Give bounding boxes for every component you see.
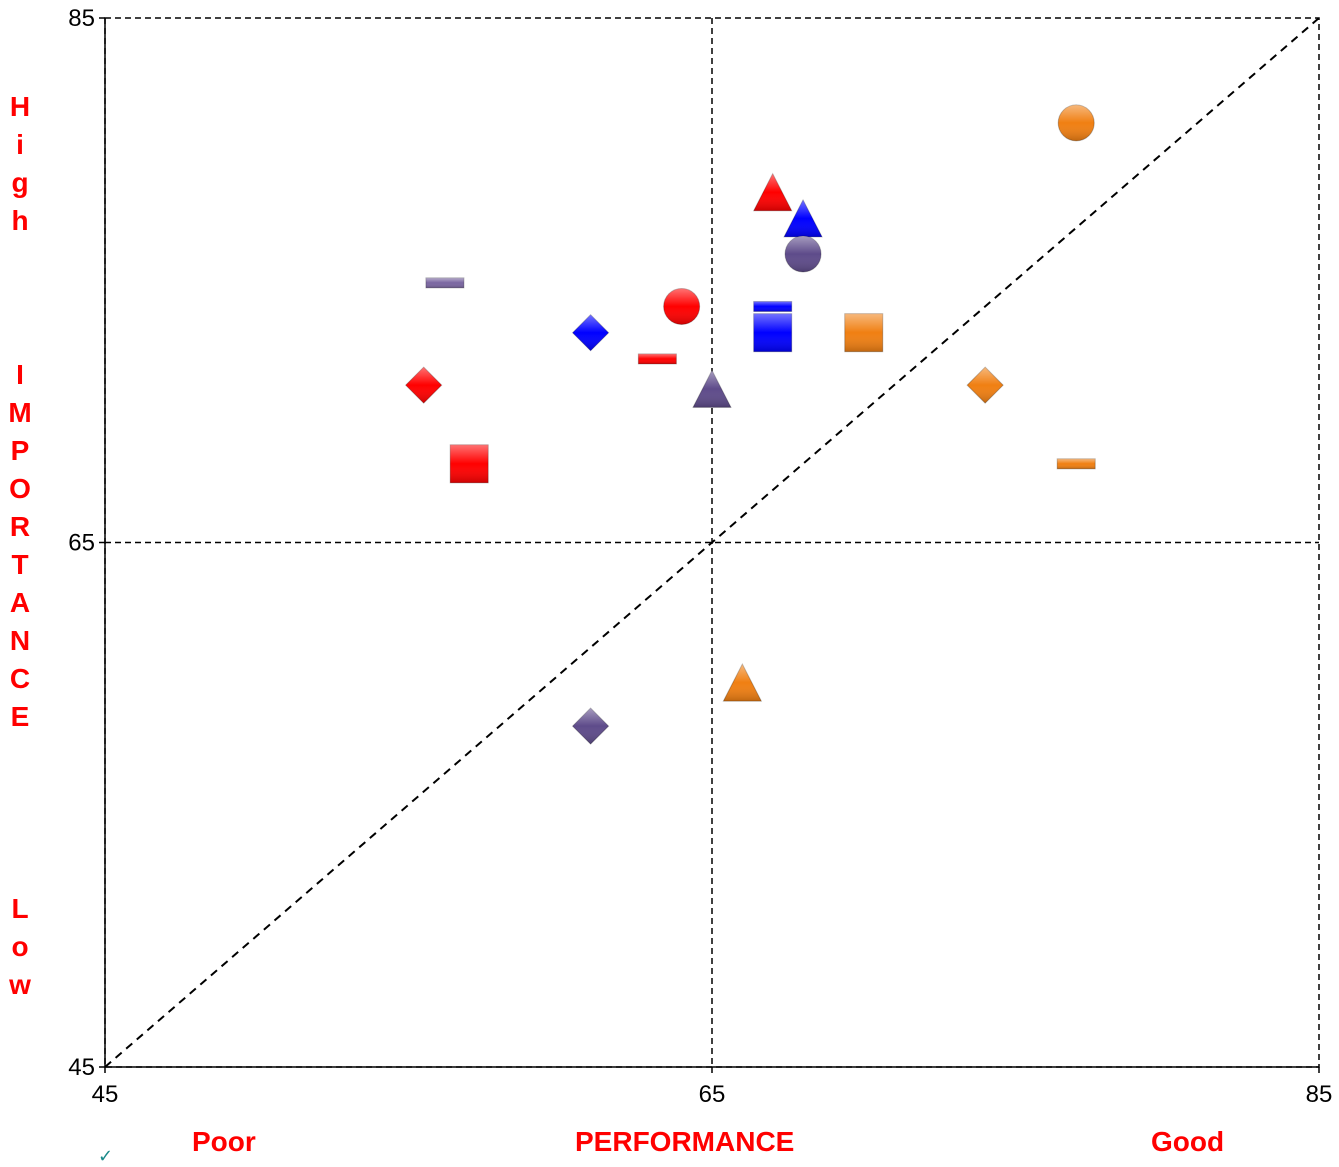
- x-tick-label: 65: [699, 1081, 726, 1108]
- axis-letter: o: [11, 931, 29, 962]
- axis-letter: h: [11, 205, 29, 236]
- axis-letter: C: [9, 663, 31, 694]
- axis-letter: E: [10, 701, 30, 732]
- axis-letter: g: [11, 167, 29, 198]
- data-point-triangle: [783, 198, 823, 238]
- x-tick-label: 45: [92, 1081, 119, 1108]
- data-point-circle: [1057, 104, 1095, 142]
- y-tick-label: 85: [68, 5, 95, 32]
- axis-letter: T: [11, 549, 29, 580]
- axis-letter: i: [16, 129, 24, 160]
- y-tick-label: 65: [68, 530, 95, 557]
- axis-letter: M: [8, 397, 32, 428]
- data-point-circle: [784, 235, 822, 273]
- axis-letter: H: [9, 91, 31, 122]
- data-point-diamond: [571, 313, 610, 352]
- data-point-dash: [1056, 458, 1096, 470]
- data-point-dash: [637, 353, 677, 365]
- data-point-diamond: [571, 707, 610, 745]
- data-point-triangle: [752, 172, 793, 212]
- axis-letter: L: [11, 893, 29, 924]
- data-point-dash: [753, 300, 793, 312]
- y-tick-label: 45: [68, 1054, 95, 1081]
- data-point-triangle: [692, 369, 732, 408]
- data-point-diamond: [404, 366, 443, 404]
- data-points: [404, 104, 1096, 745]
- axis-letter: O: [9, 473, 31, 504]
- axis-letter: A: [9, 587, 31, 618]
- axis-letter: N: [9, 625, 31, 656]
- data-point-square: [449, 444, 489, 484]
- axis-letter: I: [16, 359, 24, 390]
- x-axis-poor-label: Poor: [192, 1126, 256, 1157]
- data-point-circle: [663, 287, 701, 325]
- data-point-diamond: [966, 366, 1004, 404]
- checkmark-icon: ✓: [98, 1146, 114, 1167]
- diagonal-line: [104, 17, 1320, 1068]
- data-point-dash: [425, 277, 465, 289]
- axis-letter: P: [10, 435, 30, 466]
- tick-labels: 45 65 85 45 65 85: [68, 5, 1332, 1108]
- data-point-triangle: [722, 663, 763, 702]
- axis-letter: w: [9, 969, 31, 1000]
- x-axis-good-label: Good: [1151, 1126, 1225, 1157]
- data-point-square: [844, 313, 884, 353]
- x-tick-label: 85: [1306, 1081, 1333, 1108]
- data-point-square: [753, 313, 793, 353]
- axis-letter: R: [9, 511, 31, 542]
- x-axis-title: PERFORMANCE: [575, 1126, 795, 1157]
